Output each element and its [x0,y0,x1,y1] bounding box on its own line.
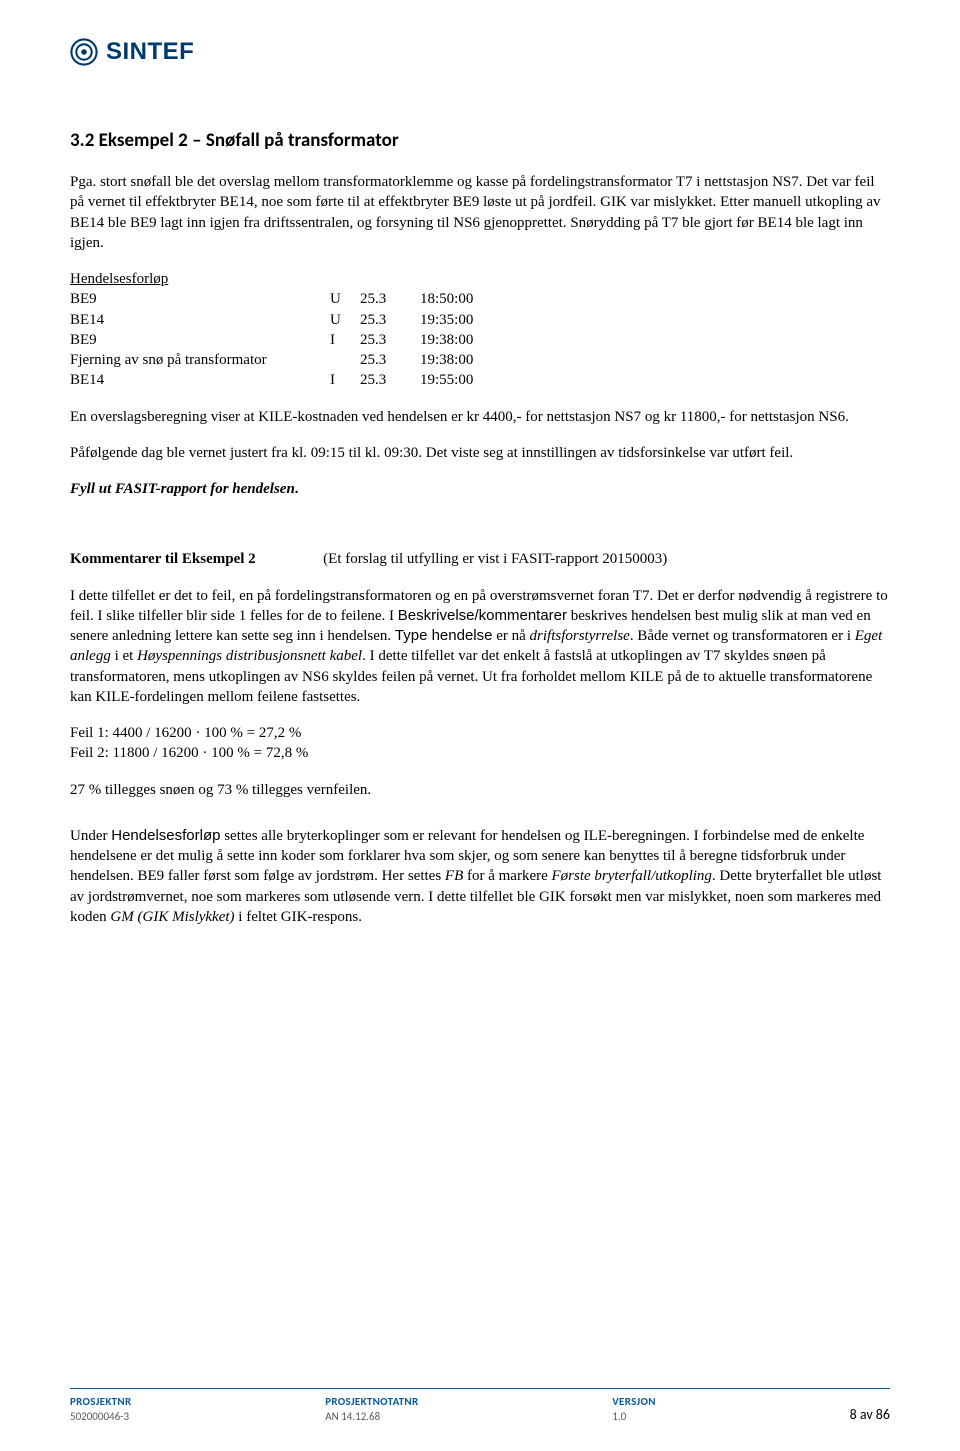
event-label: BE14 [70,370,330,390]
event-code [330,350,360,370]
section-heading: 3.2 Eksempel 2 – Snøfall på transformato… [70,128,890,154]
comments-heading-row: Kommentarer til Eksempel 2 (Et forslag t… [70,549,890,569]
comments-paragraph-3: Under Hendelsesforløp settes alle bryter… [70,826,890,927]
event-time: 19:38:00 [420,330,491,350]
event-date: 25.3 [360,370,420,390]
footer-label: VERSJON [612,1395,656,1410]
event-time: 19:38:00 [420,350,491,370]
field-name: Type hendelse [395,627,493,644]
footer-col-notatnr: PROSJEKTNOTATNR AN 14.12.68 [325,1395,418,1425]
event-label: Fjerning av snø på transformator [70,350,330,370]
logo-text: SINTEF [106,36,194,68]
table-row: BE9 I 25.3 19:38:00 [70,330,491,350]
text-fragment: i feltet GIK-respons. [235,909,362,925]
event-time: 19:55:00 [420,370,491,390]
table-row: BE14 U 25.3 19:35:00 [70,310,491,330]
event-label: BE9 [70,289,330,309]
field-name: Beskrivelse/kommentarer [398,607,567,624]
event-date: 25.3 [360,330,420,350]
italic-term: Første bryterfall/utkopling [552,868,712,884]
sintef-logo-icon [70,38,98,66]
italic-term: driftsforstyrrelse [530,628,630,644]
comments-paragraph-1: I dette tilfellet er det to feil, en på … [70,586,890,708]
footer-label: PROSJEKTNOTATNR [325,1395,418,1410]
footer-col-version: VERSJON 1.0 [612,1395,656,1425]
italic-term: FB [445,868,463,884]
table-row: BE9 U 25.3 18:50:00 [70,289,491,309]
field-name: Hendelsesforløp [111,827,220,844]
event-code: U [330,289,360,309]
intro-paragraph: Pga. stort snøfall ble det overslag mell… [70,172,890,253]
footer-value: 1.0 [612,1410,656,1425]
event-date: 25.3 [360,289,420,309]
calc-line-1: Feil 1: 4400 / 16200 · 100 % = 27,2 % [70,723,890,743]
event-label: BE9 [70,330,330,350]
footer-value: 502000046-3 [70,1410,131,1425]
table-row: BE14 I 25.3 19:55:00 [70,370,491,390]
calc-line-2: Feil 2: 11800 / 16200 · 100 % = 72,8 % [70,743,890,763]
italic-term: Høyspennings distribusjonsnett kabel [137,648,362,664]
page-footer: PROSJEKTNR 502000046-3 PROSJEKTNOTATNR A… [70,1388,890,1425]
event-date: 25.3 [360,350,420,370]
italic-term: GM (GIK Mislykket) [110,909,234,925]
comments-heading: Kommentarer til Eksempel 2 [70,551,256,567]
logo: SINTEF [70,36,890,68]
adjust-paragraph: Påfølgende dag ble vernet justert fra kl… [70,443,890,463]
text-fragment: er nå [492,628,529,644]
kile-paragraph: En overslagsberegning viser at KILE-kost… [70,407,890,427]
event-label: BE14 [70,310,330,330]
footer-col-project: PROSJEKTNR 502000046-3 [70,1395,131,1425]
event-time: 18:50:00 [420,289,491,309]
text-fragment: . Både vernet og transformatoren er i [630,628,855,644]
text-fragment: Under [70,828,111,844]
fill-out-text: Fyll ut FASIT-rapport for hendelsen [70,481,295,497]
event-time: 19:35:00 [420,310,491,330]
footer-value: AN 14.12.68 [325,1410,418,1425]
footer-label: PROSJEKTNR [70,1395,131,1410]
page-number: 8 av 86 [850,1406,890,1425]
events-block: Hendelsesforløp BE9 U 25.3 18:50:00 BE14… [70,269,890,391]
events-heading: Hendelsesforløp [70,269,890,289]
events-table: BE9 U 25.3 18:50:00 BE14 U 25.3 19:35:00… [70,289,491,390]
event-code: I [330,370,360,390]
comments-note: (Et forslag til utfylling er vist i FASI… [323,551,667,567]
table-row: Fjerning av snø på transformator 25.3 19… [70,350,491,370]
event-date: 25.3 [360,310,420,330]
fill-out-line: Fyll ut FASIT-rapport for hendelsen. [70,479,890,499]
calc-summary: 27 % tillegges snøen og 73 % tillegges v… [70,780,890,800]
text-fragment: i et [111,648,137,664]
text-fragment: for å markere [463,868,551,884]
event-code: I [330,330,360,350]
event-code: U [330,310,360,330]
